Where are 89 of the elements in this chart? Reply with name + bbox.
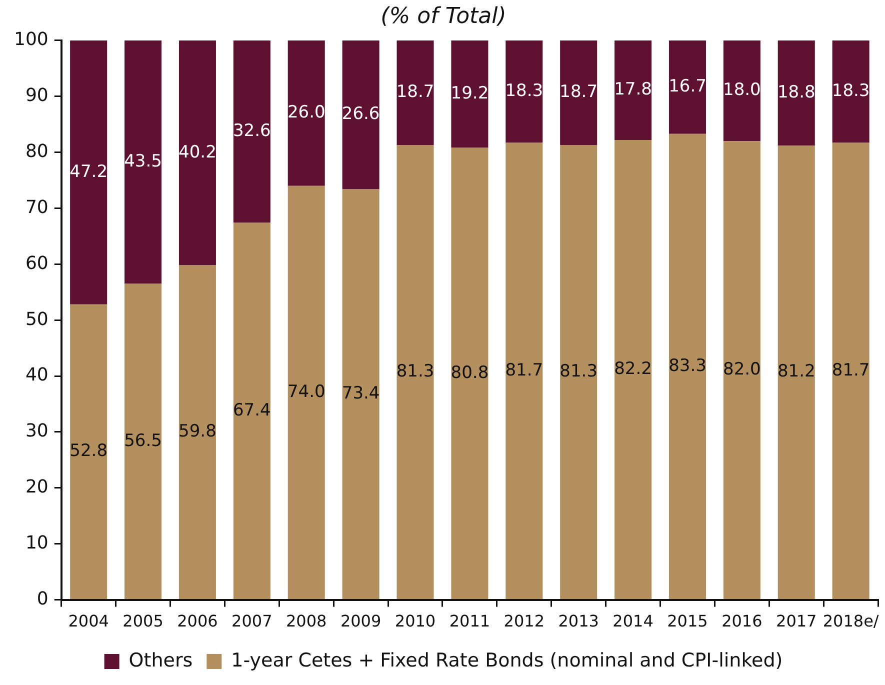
- data-label: 18.7: [560, 82, 598, 102]
- bar: [560, 40, 598, 146]
- x-tick-label: 2017: [776, 612, 817, 631]
- x-tick-label: 2010: [394, 612, 436, 631]
- y-tick-label: 50: [25, 308, 48, 330]
- x-tick-label: 2005: [122, 612, 164, 631]
- y-tick-label: 60: [25, 252, 48, 274]
- bar: [832, 142, 870, 600]
- bar: [451, 148, 488, 600]
- data-label: 82.0: [723, 359, 761, 380]
- data-label: 81.7: [505, 360, 544, 380]
- data-label: 16.7: [668, 76, 706, 97]
- data-label: 59.8: [178, 422, 216, 442]
- bar: [832, 40, 870, 143]
- y-tick-label: 20: [25, 476, 48, 498]
- data-label: 56.5: [124, 430, 162, 451]
- data-label: 18.0: [723, 80, 761, 100]
- bar: [233, 40, 270, 223]
- bar: [70, 40, 108, 304]
- data-label: 40.2: [178, 142, 216, 162]
- bar: [723, 141, 760, 600]
- bar: [614, 140, 652, 600]
- bar: [614, 40, 652, 140]
- data-label: 81.2: [777, 362, 816, 382]
- bar: [668, 40, 706, 134]
- bar: [178, 40, 216, 266]
- data-label: 18.3: [832, 81, 870, 102]
- x-tick-label: 2004: [68, 612, 109, 631]
- data-label: 81.3: [396, 361, 434, 382]
- bar: [560, 145, 598, 600]
- data-label: 52.8: [70, 441, 108, 462]
- y-tick-label: 80: [25, 140, 48, 162]
- data-label: 26.6: [342, 104, 380, 124]
- data-label: 74.0: [287, 382, 326, 402]
- data-label: 43.5: [124, 151, 162, 172]
- bar: [124, 284, 162, 600]
- bar: [70, 304, 108, 600]
- data-label: 26.0: [287, 102, 326, 123]
- bar: [233, 222, 270, 600]
- bar: [396, 145, 434, 600]
- data-label: 67.4: [232, 400, 271, 420]
- y-tick-label: 10: [25, 532, 48, 554]
- data-label: 83.3: [668, 356, 706, 376]
- x-tick-label: 2015: [667, 612, 708, 631]
- x-tick-label: 2013: [558, 612, 599, 631]
- data-label: 81.3: [560, 361, 598, 382]
- data-label: 19.2: [450, 84, 489, 104]
- legend-label: Others: [128, 649, 193, 672]
- bar: [506, 40, 543, 143]
- bar: [723, 40, 760, 142]
- x-tick-label: 2012: [504, 612, 545, 631]
- data-label: 17.8: [614, 80, 652, 100]
- data-label: 81.7: [832, 360, 870, 380]
- data-label: 80.8: [450, 362, 489, 383]
- bar: [668, 134, 706, 600]
- y-tick-label: 40: [25, 364, 48, 386]
- data-label: 18.8: [777, 82, 816, 102]
- bar: [396, 40, 434, 146]
- x-tick-label: 2016: [722, 612, 762, 631]
- bar: [342, 189, 380, 600]
- chart-title: (% of Total): [380, 4, 506, 29]
- bar: [342, 40, 380, 190]
- y-tick-label: 90: [25, 85, 48, 106]
- bar: [288, 186, 325, 600]
- bar: [288, 40, 325, 186]
- data-label: 73.4: [342, 384, 380, 404]
- y-tick-label: 70: [25, 196, 48, 218]
- x-tick-label: 2009: [340, 612, 382, 631]
- y-tick-label: 0: [36, 588, 48, 610]
- bar: [506, 142, 543, 600]
- x-tick-label: 2014: [612, 612, 654, 631]
- y-tick-label: 100: [14, 29, 48, 50]
- x-tick-label: 2006: [177, 612, 218, 631]
- bar: [451, 40, 488, 148]
- x-tick-label: 2008: [286, 612, 327, 631]
- x-tick-label: 2011: [449, 612, 490, 631]
- data-label: 32.6: [232, 121, 271, 142]
- data-label: 47.2: [70, 162, 108, 182]
- bar: [178, 265, 216, 600]
- data-label: 18.3: [505, 81, 544, 102]
- x-tick-label: 2018e/: [822, 612, 880, 631]
- data-label: 82.2: [614, 358, 652, 379]
- bar: [124, 40, 162, 284]
- bar: [778, 40, 815, 146]
- legend-label: 1-year Cetes + Fixed Rate Bonds (nominal and CPI-linked): [231, 649, 783, 672]
- data-label: 18.7: [396, 82, 434, 102]
- y-tick-label: 30: [25, 420, 48, 442]
- bar: [778, 146, 815, 600]
- x-tick-label: 2007: [232, 612, 272, 631]
